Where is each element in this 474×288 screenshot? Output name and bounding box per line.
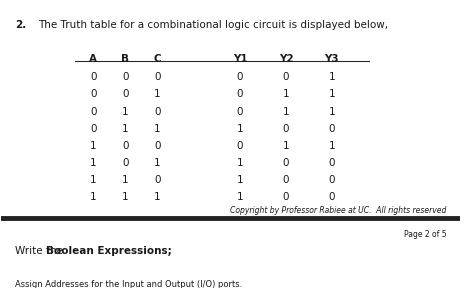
Text: 0: 0 (90, 124, 96, 134)
Text: 0: 0 (237, 107, 243, 117)
Text: 1: 1 (283, 107, 289, 117)
Text: 1: 1 (237, 124, 244, 134)
Text: 0: 0 (122, 72, 128, 82)
Text: 0: 0 (154, 175, 161, 185)
Text: 0: 0 (328, 175, 335, 185)
Text: 1: 1 (122, 107, 128, 117)
Text: 1: 1 (328, 90, 335, 99)
Text: 1: 1 (90, 192, 97, 202)
Text: 1: 1 (122, 124, 128, 134)
Text: 0: 0 (122, 158, 128, 168)
Text: 1: 1 (154, 124, 161, 134)
Text: 1: 1 (328, 107, 335, 117)
Text: 0: 0 (154, 141, 161, 151)
Text: 0: 0 (237, 72, 243, 82)
Text: 0: 0 (122, 141, 128, 151)
Text: 1: 1 (122, 192, 128, 202)
Text: 1: 1 (122, 175, 128, 185)
Text: 0: 0 (328, 192, 335, 202)
Text: 1: 1 (237, 192, 244, 202)
Text: Page 2 of 5: Page 2 of 5 (404, 230, 447, 239)
Text: 0: 0 (283, 192, 289, 202)
Text: 1: 1 (154, 90, 161, 99)
Text: Copyright by Professor Rabiee at UC.  All rights reserved: Copyright by Professor Rabiee at UC. All… (230, 206, 447, 215)
Text: 1: 1 (154, 192, 161, 202)
Text: 1: 1 (283, 90, 289, 99)
Text: 1: 1 (154, 158, 161, 168)
Text: C: C (154, 54, 161, 64)
Text: 1: 1 (237, 158, 244, 168)
Text: Write the: Write the (15, 246, 66, 256)
Text: 0: 0 (283, 124, 289, 134)
Text: 1: 1 (328, 72, 335, 82)
Text: Y2: Y2 (279, 54, 293, 64)
Text: 1: 1 (237, 175, 244, 185)
Text: 0: 0 (90, 72, 96, 82)
Text: 2.: 2. (15, 20, 27, 30)
Text: B: B (121, 54, 129, 64)
Text: 0: 0 (328, 124, 335, 134)
Text: Boolean Expressions;: Boolean Expressions; (46, 246, 172, 256)
Text: 0: 0 (237, 90, 243, 99)
Text: 0: 0 (122, 90, 128, 99)
Text: 0: 0 (328, 158, 335, 168)
Text: 0: 0 (154, 107, 161, 117)
Text: Assign Addresses for the Input and Output (I/O) ports.: Assign Addresses for the Input and Outpu… (15, 280, 242, 288)
Text: 0: 0 (154, 72, 161, 82)
Text: 1: 1 (90, 141, 97, 151)
Text: 0: 0 (90, 90, 96, 99)
Text: 1: 1 (283, 141, 289, 151)
Text: 1: 1 (90, 158, 97, 168)
Text: 0: 0 (283, 72, 289, 82)
Text: Y1: Y1 (233, 54, 247, 64)
Text: 1: 1 (90, 175, 97, 185)
Text: 0: 0 (283, 158, 289, 168)
Text: Y3: Y3 (325, 54, 339, 64)
Text: 0: 0 (283, 175, 289, 185)
Text: 0: 0 (90, 107, 96, 117)
Text: The Truth table for a combinational logic circuit is displayed below,: The Truth table for a combinational logi… (38, 20, 388, 30)
Text: A: A (89, 54, 97, 64)
Text: 0: 0 (237, 141, 243, 151)
Text: 1: 1 (328, 141, 335, 151)
